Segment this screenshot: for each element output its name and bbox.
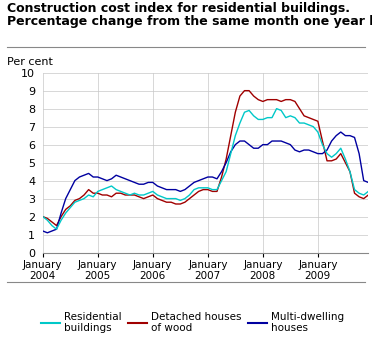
Legend: Residential
buildings, Detached houses
of wood, Multi-dwelling
houses: Residential buildings, Detached houses o… (42, 312, 344, 333)
Text: Per cent: Per cent (7, 57, 53, 67)
Text: Construction cost index for residential buildings.: Construction cost index for residential … (7, 2, 350, 15)
Text: Percentage change from the same month one year before: Percentage change from the same month on… (7, 15, 372, 28)
